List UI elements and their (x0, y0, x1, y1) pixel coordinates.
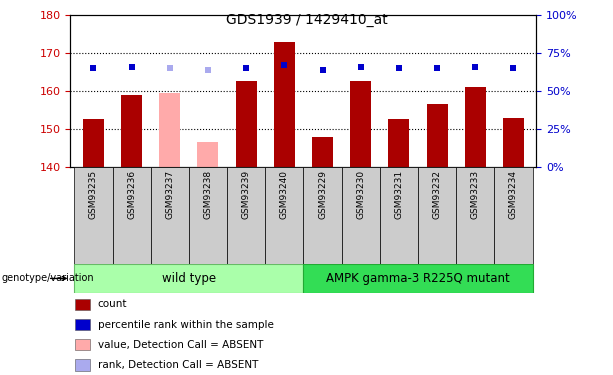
Bar (83, 119, 104, 167)
Text: wild type: wild type (162, 272, 216, 285)
Bar (427, 104, 447, 167)
Bar (456, 167, 494, 264)
Text: GDS1939 / 1429410_at: GDS1939 / 1429410_at (226, 13, 387, 27)
Bar (227, 167, 265, 264)
Text: AMPK gamma-3 R225Q mutant: AMPK gamma-3 R225Q mutant (326, 272, 510, 285)
Bar (235, 81, 257, 167)
Bar (197, 142, 218, 167)
Text: GSM93231: GSM93231 (394, 170, 403, 219)
Bar (494, 167, 533, 264)
Bar (121, 95, 142, 167)
Bar (303, 264, 533, 292)
Bar (74, 264, 303, 292)
Bar (503, 117, 524, 167)
Bar (341, 167, 380, 264)
Bar (274, 42, 295, 167)
Bar (465, 87, 485, 167)
Bar (350, 81, 371, 167)
Bar (312, 136, 333, 167)
Bar (113, 167, 151, 264)
Text: GSM93237: GSM93237 (166, 170, 174, 219)
Text: rank, Detection Call = ABSENT: rank, Detection Call = ABSENT (97, 360, 258, 370)
Bar (265, 167, 303, 264)
Bar (75, 359, 90, 370)
Bar (74, 167, 113, 264)
Bar (75, 299, 90, 310)
Bar (418, 167, 456, 264)
Text: GSM93232: GSM93232 (433, 170, 441, 219)
Bar (380, 167, 418, 264)
Bar (75, 339, 90, 350)
Text: percentile rank within the sample: percentile rank within the sample (97, 320, 273, 330)
Text: GSM93235: GSM93235 (89, 170, 98, 219)
Bar (75, 319, 90, 330)
Text: count: count (97, 300, 127, 309)
Text: GSM93234: GSM93234 (509, 170, 518, 219)
Bar (151, 167, 189, 264)
Text: GSM93239: GSM93239 (242, 170, 251, 219)
Text: GSM93230: GSM93230 (356, 170, 365, 219)
Bar (303, 167, 341, 264)
Text: GSM93236: GSM93236 (127, 170, 136, 219)
Text: GSM93229: GSM93229 (318, 170, 327, 219)
Text: GSM93238: GSM93238 (204, 170, 213, 219)
Text: genotype/variation: genotype/variation (1, 273, 94, 284)
Text: value, Detection Call = ABSENT: value, Detection Call = ABSENT (97, 340, 263, 350)
Text: GSM93240: GSM93240 (280, 170, 289, 219)
Bar (159, 93, 180, 167)
Bar (189, 167, 227, 264)
Text: GSM93233: GSM93233 (471, 170, 480, 219)
Bar (389, 119, 409, 167)
